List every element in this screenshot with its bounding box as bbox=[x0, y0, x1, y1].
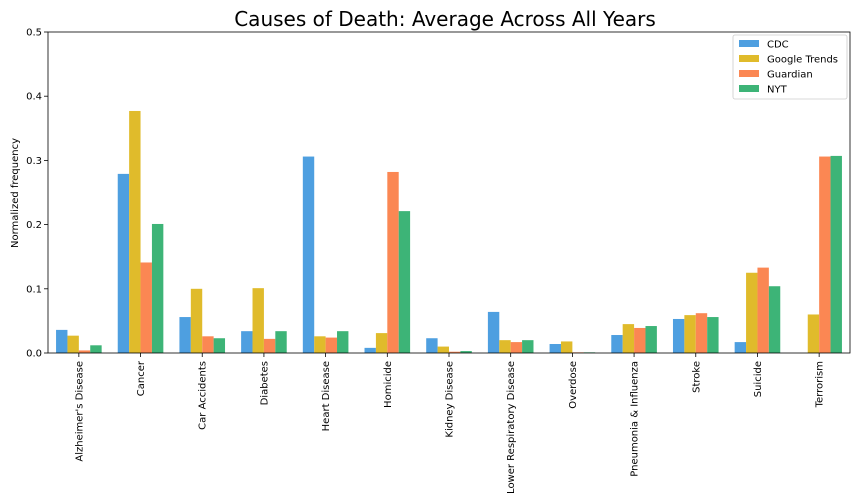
x-tick-label: Stroke bbox=[691, 361, 702, 393]
bar-google-trends-6 bbox=[437, 346, 449, 353]
bar-guardian-7 bbox=[510, 342, 523, 353]
x-tick-label: Car Accidents bbox=[198, 361, 209, 430]
y-tick-label: 0.2 bbox=[26, 220, 42, 231]
bar-cdc-11 bbox=[734, 342, 747, 353]
bar-google-trends-1 bbox=[129, 110, 141, 353]
bar-nyt-0 bbox=[90, 345, 102, 353]
bars-group bbox=[56, 110, 842, 353]
chart-title: Causes of Death: Average Across All Year… bbox=[234, 7, 656, 31]
bar-guardian-2 bbox=[202, 336, 214, 353]
bar-nyt-2 bbox=[213, 338, 226, 353]
x-tick-label: Alzheimer's Disease bbox=[74, 361, 85, 462]
legend-swatch-guardian bbox=[739, 70, 759, 77]
bar-guardian-1 bbox=[140, 262, 152, 353]
bar-nyt-4 bbox=[337, 331, 349, 353]
legend-box bbox=[732, 34, 848, 100]
x-tick-label: Terrorism bbox=[815, 361, 826, 408]
y-tick-label: 0.1 bbox=[26, 284, 42, 295]
bar-google-trends-8 bbox=[560, 341, 573, 353]
bar-guardian-12 bbox=[819, 156, 831, 353]
bar-google-trends-11 bbox=[746, 272, 758, 353]
bar-nyt-7 bbox=[522, 340, 534, 353]
x-tick-label: Diabetes bbox=[259, 361, 270, 405]
x-tick-label: Suicide bbox=[753, 361, 764, 397]
bar-nyt-11 bbox=[768, 286, 781, 353]
y-tick-label: 0.3 bbox=[26, 156, 42, 167]
bar-cdc-5 bbox=[364, 347, 376, 353]
y-tick-label: 0.0 bbox=[26, 349, 42, 360]
legend-label-google-trends: Google Trends bbox=[767, 55, 838, 66]
bar-guardian-5 bbox=[387, 171, 399, 353]
y-tick-label: 0.4 bbox=[26, 92, 42, 103]
legend-label-guardian: Guardian bbox=[767, 70, 813, 81]
bar-google-trends-10 bbox=[684, 315, 696, 353]
bar-nyt-5 bbox=[398, 211, 411, 353]
x-tick-label: Overdose bbox=[568, 361, 579, 409]
bar-nyt-1 bbox=[151, 223, 164, 353]
legend-label-nyt: NYT bbox=[767, 85, 788, 96]
bar-cdc-9 bbox=[611, 335, 623, 353]
y-tick-label: 0.5 bbox=[26, 28, 42, 39]
x-tick-label: Cancer bbox=[136, 360, 147, 396]
bar-nyt-12 bbox=[830, 155, 842, 353]
bar-nyt-3 bbox=[275, 331, 287, 353]
bar-nyt-6 bbox=[460, 351, 472, 353]
bar-google-trends-3 bbox=[252, 288, 264, 353]
bar-cdc-7 bbox=[487, 311, 500, 353]
bar-cdc-2 bbox=[179, 317, 191, 353]
bar-cdc-3 bbox=[241, 331, 253, 353]
x-tick-label: Heart Disease bbox=[321, 361, 332, 431]
bar-guardian-11 bbox=[757, 267, 769, 353]
bar-cdc-0 bbox=[56, 329, 68, 353]
bar-cdc-10 bbox=[672, 318, 685, 353]
bar-nyt-10 bbox=[707, 317, 719, 353]
legend-swatch-google-trends bbox=[739, 55, 759, 62]
legend-label-cdc: CDC bbox=[767, 40, 789, 51]
bar-google-trends-9 bbox=[622, 324, 635, 353]
legend: CDC Google Trends Guardian NYT bbox=[732, 34, 848, 100]
bar-guardian-6 bbox=[449, 351, 461, 353]
x-tick-label: Pneumonia & Influenza bbox=[630, 361, 641, 477]
x-tick-label: Lower Respiratory Disease bbox=[506, 361, 517, 494]
bar-google-trends-5 bbox=[375, 333, 388, 353]
x-tick-label: Kidney Disease bbox=[445, 361, 456, 438]
bar-google-trends-7 bbox=[499, 340, 511, 353]
x-tick-label: Homicide bbox=[383, 361, 394, 408]
bar-guardian-3 bbox=[263, 338, 276, 353]
x-axis-ticks: Alzheimer's Disease Cancer Car Accidents Di… bbox=[74, 353, 826, 494]
bar-guardian-10 bbox=[695, 313, 708, 353]
y-axis-label: Normalized frequency bbox=[10, 138, 21, 248]
bar-guardian-9 bbox=[634, 327, 646, 353]
legend-swatch-nyt bbox=[739, 85, 759, 92]
plot-frame bbox=[47, 31, 851, 354]
bar-nyt-9 bbox=[645, 326, 657, 353]
bar-guardian-4 bbox=[325, 337, 338, 353]
bar-cdc-4 bbox=[302, 156, 315, 353]
bar-guardian-0 bbox=[78, 350, 91, 353]
legend-swatch-cdc bbox=[739, 40, 759, 47]
bar-cdc-1 bbox=[117, 173, 130, 353]
bar-google-trends-4 bbox=[314, 336, 326, 353]
bar-google-trends-2 bbox=[190, 288, 203, 353]
bar-cdc-6 bbox=[426, 338, 438, 353]
bar-google-trends-0 bbox=[67, 335, 79, 353]
y-axis-ticks: 0.0 0.1 0.2 0.3 0.4 0.5 bbox=[26, 28, 48, 360]
bar-google-trends-12 bbox=[807, 314, 820, 353]
bar-cdc-8 bbox=[549, 344, 561, 353]
